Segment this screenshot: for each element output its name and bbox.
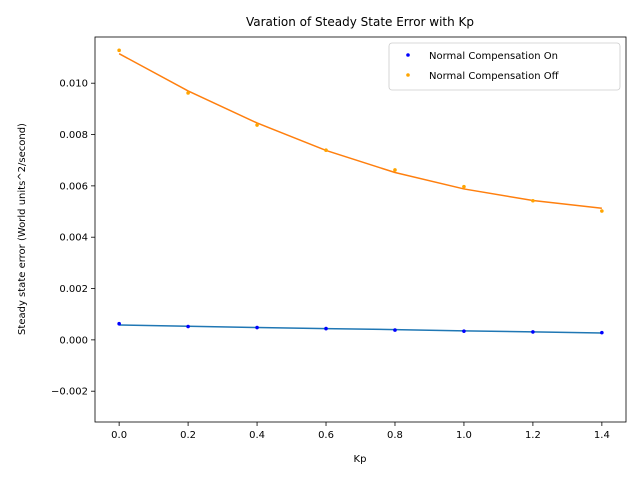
legend-marker-series-1 bbox=[406, 53, 410, 57]
legend: Normal Compensation On Normal Compensatio… bbox=[388, 42, 621, 91]
axes: 0.0 0.2 0.4 0.6 0.8 1.0 1.2 1.4 −0.002 0.000 0.002… bbox=[51, 36, 627, 441]
x-tick-label: 0.4 bbox=[249, 430, 265, 441]
x-axis-label: Kp bbox=[354, 454, 367, 465]
legend-label-series-1: Normal Compensation On bbox=[429, 51, 558, 62]
x-tick-label: 0.6 bbox=[318, 430, 334, 441]
legend-label-series-2: Normal Compensation Off bbox=[429, 71, 560, 82]
x-tick-label: 0.8 bbox=[387, 430, 403, 441]
y-tick-label: −0.002 bbox=[51, 387, 88, 398]
legend-box bbox=[388, 42, 621, 91]
data-point-series-2 bbox=[186, 91, 190, 95]
y-tick-label: 0.008 bbox=[59, 130, 88, 141]
fit-line-series-1 bbox=[119, 324, 602, 334]
plot-frame bbox=[94, 36, 627, 423]
data-point-series-2 bbox=[255, 123, 259, 127]
data-point-series-2 bbox=[324, 148, 328, 152]
y-tick-label: 0.004 bbox=[59, 233, 88, 244]
data-point-series-1 bbox=[393, 328, 397, 332]
data-point-series-1 bbox=[186, 324, 190, 329]
y-tick-label: 0.006 bbox=[59, 181, 88, 192]
data-point-series-1 bbox=[324, 326, 328, 331]
fit-line-series-2 bbox=[118, 53, 602, 209]
y-axis-label: Steady state error (World units^2/second… bbox=[17, 123, 28, 335]
data-point-series-1 bbox=[255, 325, 259, 330]
y-tick-label: 0.002 bbox=[59, 284, 88, 295]
x-tick-label: 1.4 bbox=[594, 430, 610, 441]
x-tick-label: 1.2 bbox=[525, 430, 541, 441]
chart-title: Varation of Steady State Error with Kp bbox=[246, 15, 474, 29]
x-tick-label: 1.0 bbox=[456, 430, 472, 441]
data-point-series-1 bbox=[117, 321, 121, 326]
y-tick-label: 0.000 bbox=[59, 335, 88, 346]
x-tick-label: 0.2 bbox=[180, 430, 196, 441]
data-point-series-2 bbox=[600, 209, 604, 213]
data-point-series-2 bbox=[531, 198, 535, 203]
legend-marker-series-2 bbox=[406, 73, 410, 77]
y-tick-label: 0.010 bbox=[59, 79, 88, 90]
x-tick-label: 0.0 bbox=[111, 430, 127, 441]
data-point-series-1 bbox=[531, 330, 535, 334]
data-point-series-2 bbox=[393, 168, 397, 172]
plot-area bbox=[117, 48, 604, 335]
data-point-series-2 bbox=[117, 48, 121, 53]
data-point-series-1 bbox=[600, 330, 604, 335]
data-point-series-2 bbox=[462, 184, 466, 189]
data-point-series-1 bbox=[462, 329, 466, 333]
